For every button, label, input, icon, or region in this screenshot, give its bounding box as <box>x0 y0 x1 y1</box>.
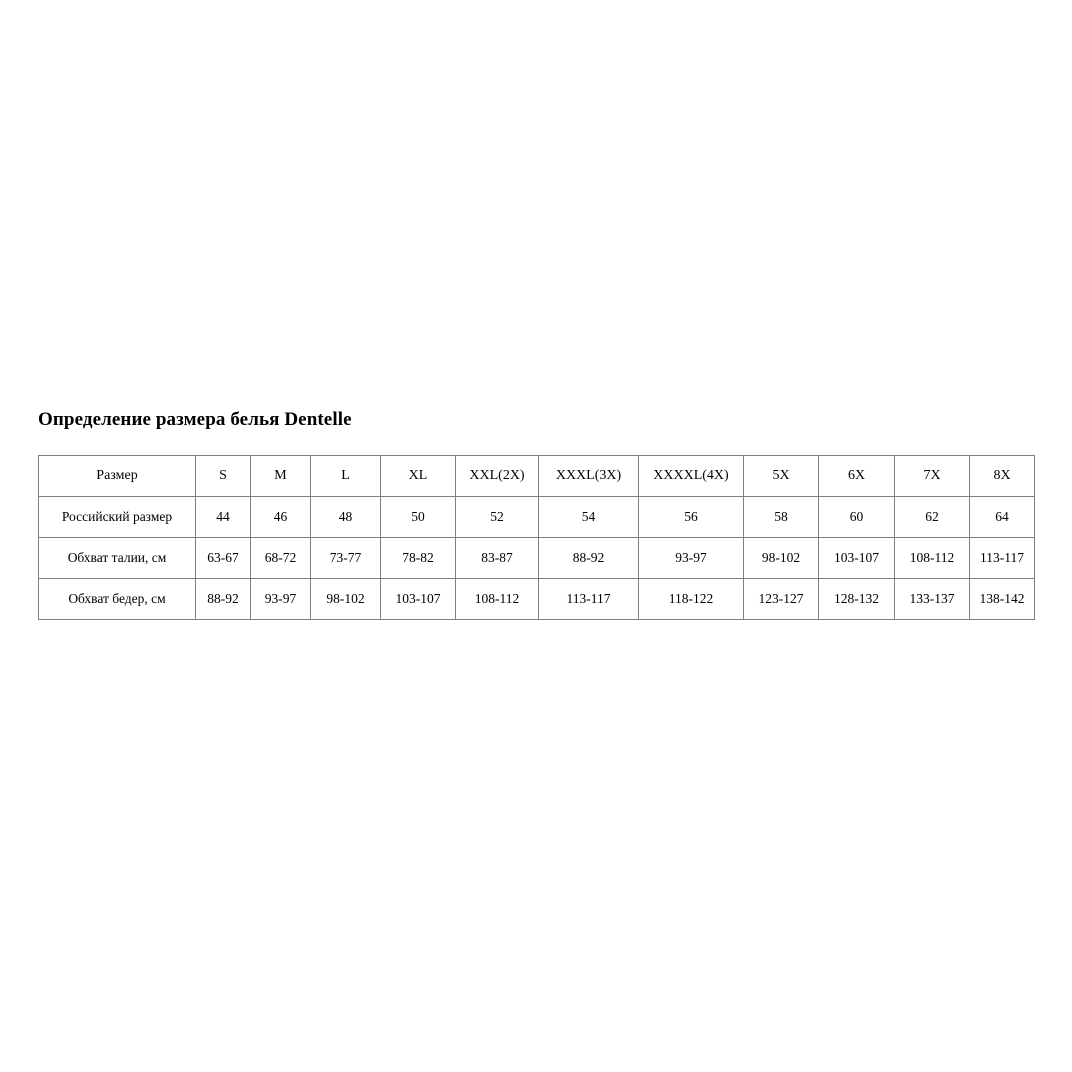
data-cell: 98-102 <box>743 537 819 579</box>
table-row: Обхват бедер, см 88-92 93-97 98-102 103-… <box>38 578 1035 620</box>
data-cell: 128-132 <box>818 578 895 620</box>
row-label-cell: Обхват талии, см <box>38 537 196 579</box>
data-cell: 48 <box>310 496 381 538</box>
data-cell: 60 <box>818 496 895 538</box>
data-cell: 52 <box>455 496 539 538</box>
data-cell: 78-82 <box>380 537 456 579</box>
data-cell: 63-67 <box>195 537 251 579</box>
header-size-cell: 5X <box>743 455 819 497</box>
header-size-cell: 8X <box>969 455 1035 497</box>
data-cell: 50 <box>380 496 456 538</box>
header-size-cell: 7X <box>894 455 970 497</box>
header-size-cell: L <box>310 455 381 497</box>
header-size-cell: XL <box>380 455 456 497</box>
table-row: Обхват талии, см 63-67 68-72 73-77 78-82… <box>38 537 1035 579</box>
data-cell: 64 <box>969 496 1035 538</box>
size-chart-block: Определение размера белья Dentelle Разме… <box>38 408 1035 620</box>
size-chart-table: Размер S M L XL XXL(2X) XXXL(3X) XXXXL(4… <box>38 455 1035 620</box>
data-cell: 108-112 <box>455 578 539 620</box>
data-cell: 73-77 <box>310 537 381 579</box>
row-label-cell: Обхват бедер, см <box>38 578 196 620</box>
data-cell: 123-127 <box>743 578 819 620</box>
header-size-cell: XXXXL(4X) <box>638 455 744 497</box>
data-cell: 93-97 <box>638 537 744 579</box>
data-cell: 133-137 <box>894 578 970 620</box>
data-cell: 113-117 <box>969 537 1035 579</box>
data-cell: 62 <box>894 496 970 538</box>
data-cell: 44 <box>195 496 251 538</box>
data-cell: 113-117 <box>538 578 639 620</box>
data-cell: 103-107 <box>380 578 456 620</box>
data-cell: 93-97 <box>250 578 311 620</box>
data-cell: 68-72 <box>250 537 311 579</box>
data-cell: 88-92 <box>538 537 639 579</box>
header-size-cell: XXXL(3X) <box>538 455 639 497</box>
data-cell: 103-107 <box>818 537 895 579</box>
row-label-cell: Российский размер <box>38 496 196 538</box>
data-cell: 56 <box>638 496 744 538</box>
data-cell: 58 <box>743 496 819 538</box>
data-cell: 138-142 <box>969 578 1035 620</box>
data-cell: 98-102 <box>310 578 381 620</box>
data-cell: 108-112 <box>894 537 970 579</box>
data-cell: 54 <box>538 496 639 538</box>
table-row: Российский размер 44 46 48 50 52 54 56 5… <box>38 496 1035 538</box>
header-size-cell: XXL(2X) <box>455 455 539 497</box>
header-label-cell: Размер <box>38 455 196 497</box>
data-cell: 88-92 <box>195 578 251 620</box>
data-cell: 83-87 <box>455 537 539 579</box>
header-size-cell: M <box>250 455 311 497</box>
data-cell: 46 <box>250 496 311 538</box>
header-size-cell: 6X <box>818 455 895 497</box>
table-header-row: Размер S M L XL XXL(2X) XXXL(3X) XXXXL(4… <box>38 455 1035 497</box>
header-size-cell: S <box>195 455 251 497</box>
page-title: Определение размера белья Dentelle <box>38 409 352 430</box>
data-cell: 118-122 <box>638 578 744 620</box>
